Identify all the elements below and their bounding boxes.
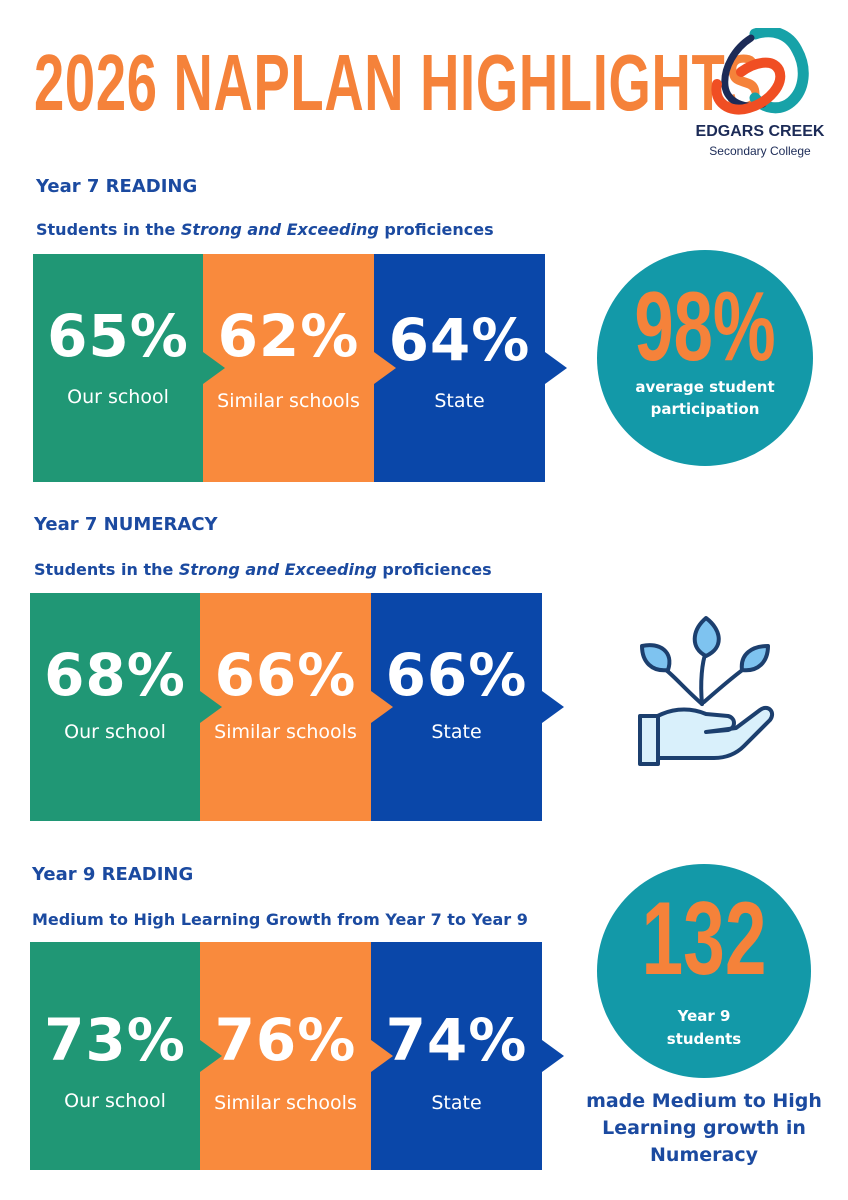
growth-note-line1: made Medium to High	[586, 1090, 822, 1112]
stats-year9-reading: 73% Our school 76% Similar schools 74% S…	[30, 942, 570, 1170]
school-subtitle: Secondary College	[709, 144, 811, 158]
stat-label: Our school	[64, 721, 166, 743]
participation-line1: average student	[635, 378, 775, 396]
school-logo: EDGARS CREEK Secondary College	[690, 28, 830, 163]
stats-year7-reading: 65% Our school 62% Similar schools 64% S…	[33, 254, 573, 482]
arrow-divider	[545, 352, 567, 384]
stat-label: State	[431, 1092, 482, 1114]
stat-panel-similar-schools: 76% Similar schools	[200, 942, 371, 1170]
section-subheading-year7-reading: Students in the Strong and Exceeding pro…	[36, 220, 494, 239]
section-heading-year7-reading: Year 7 READING	[36, 176, 198, 197]
stat-label: Similar schools	[217, 390, 360, 412]
stat-panel-similar-schools: 62% Similar schools	[203, 254, 374, 482]
stats-year7-numeracy: 68% Our school 66% Similar schools 66% S…	[30, 593, 570, 821]
stat-value: 66%	[385, 641, 528, 709]
stat-label: Similar schools	[214, 1092, 357, 1114]
growth-line2: students	[666, 1030, 742, 1048]
growth-note-line3: Numeracy	[650, 1144, 758, 1166]
stat-label: Our school	[67, 386, 169, 408]
hand-holding-plant-icon	[638, 616, 775, 766]
stat-panel-similar-schools: 66% Similar schools	[200, 593, 371, 821]
growth-note-line2: Learning growth in	[602, 1117, 806, 1139]
stat-value: 66%	[214, 641, 357, 709]
stat-label: Our school	[64, 1090, 166, 1112]
stat-panel-our-school: 73% Our school	[30, 942, 200, 1170]
arrow-divider	[200, 691, 222, 723]
stat-value: 68%	[44, 641, 186, 709]
participation-value: 98%	[634, 271, 776, 381]
stat-label: Similar schools	[214, 721, 357, 743]
stat-label: State	[431, 721, 482, 743]
stat-value: 76%	[214, 1006, 357, 1074]
participation-line2: participation	[650, 400, 760, 418]
stat-value: 73%	[44, 1006, 186, 1074]
stat-value: 62%	[217, 302, 360, 370]
stat-panel-our-school: 68% Our school	[30, 593, 200, 821]
arrow-divider	[371, 691, 393, 723]
arrow-divider	[542, 1040, 564, 1072]
section-subheading-year9-reading: Medium to High Learning Growth from Year…	[32, 910, 528, 929]
participation-circle: 98% average student participation	[597, 250, 813, 466]
school-name: EDGARS CREEK	[695, 123, 825, 140]
growth-note: made Medium to High Learning growth in N…	[572, 1088, 836, 1169]
section-heading-year7-numeracy: Year 7 NUMERACY	[34, 514, 218, 535]
section-heading-year9-reading: Year 9 READING	[32, 864, 194, 885]
arrow-divider	[374, 352, 396, 384]
arrow-divider	[542, 691, 564, 723]
section-subheading-year7-numeracy: Students in the Strong and Exceeding pro…	[34, 560, 492, 579]
stat-panel-state: 66% State	[371, 593, 542, 821]
stat-value: 64%	[388, 306, 531, 374]
stat-panel-state: 74% State	[371, 942, 542, 1170]
stat-value: 74%	[385, 1006, 528, 1074]
stat-value: 65%	[47, 302, 189, 370]
growth-circle: 132 Year 9 students	[597, 864, 811, 1078]
arrow-divider	[371, 1040, 393, 1072]
arrow-divider	[200, 1040, 222, 1072]
arrow-divider	[203, 352, 225, 384]
growth-line1: Year 9	[677, 1007, 731, 1025]
page-title: 2026 NAPLAN HIGHLIGHTS	[34, 38, 763, 127]
stat-panel-state: 64% State	[374, 254, 545, 482]
growth-value: 132	[641, 881, 767, 997]
school-emblem-icon	[711, 28, 809, 115]
stat-label: State	[434, 390, 485, 412]
stat-panel-our-school: 65% Our school	[33, 254, 203, 482]
